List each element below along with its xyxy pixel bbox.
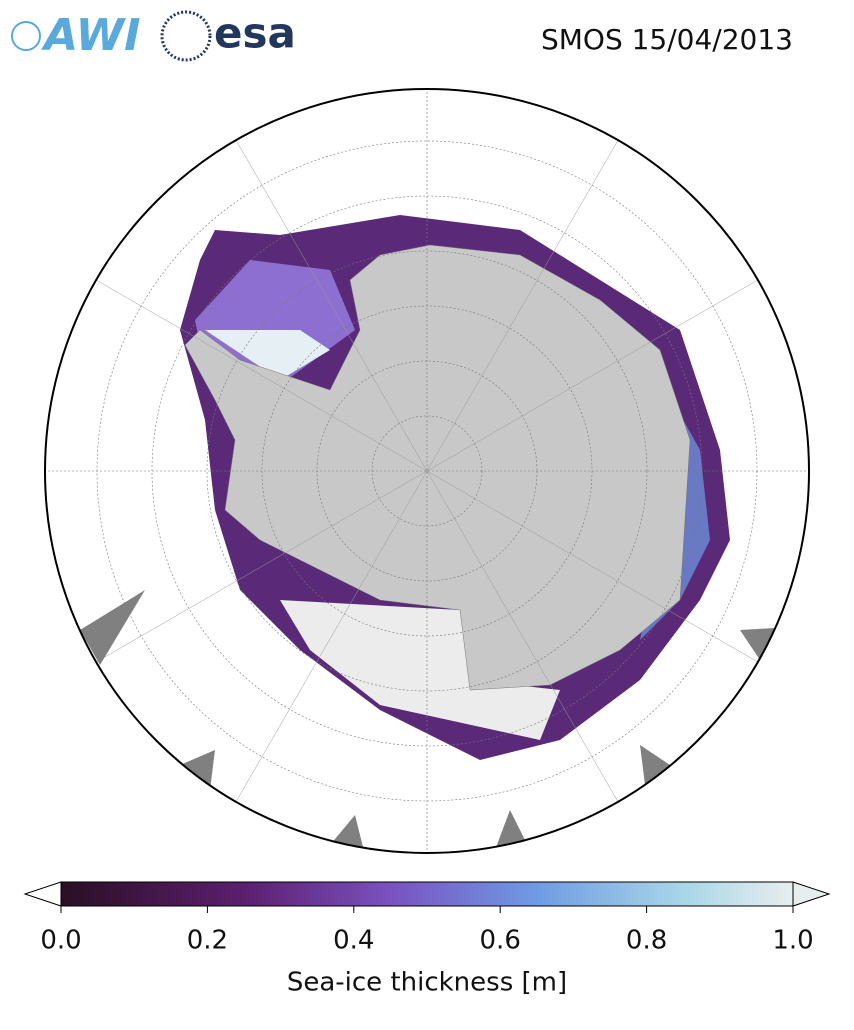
- colorbar-tick-label: 0.4: [333, 926, 374, 956]
- colorbar-tick-label: 0.2: [187, 926, 228, 956]
- esa-logo: esa: [214, 9, 296, 58]
- colorbar-tick-label: 1.0: [772, 926, 813, 956]
- map-border: [44, 88, 810, 854]
- awi-logo: AWI: [41, 10, 141, 61]
- colorbar-tick-label: 0.8: [626, 926, 667, 956]
- colorbar-label: Sea-ice thickness [m]: [287, 968, 567, 998]
- map: [45, 89, 809, 853]
- colorbar-tick-label: 0.0: [40, 926, 81, 956]
- colorbar-tick-label: 0.6: [480, 926, 521, 956]
- map-title: SMOS 15/04/2013: [541, 23, 793, 56]
- logos: AWI esa: [11, 9, 296, 62]
- colorbar: [23, 881, 831, 907]
